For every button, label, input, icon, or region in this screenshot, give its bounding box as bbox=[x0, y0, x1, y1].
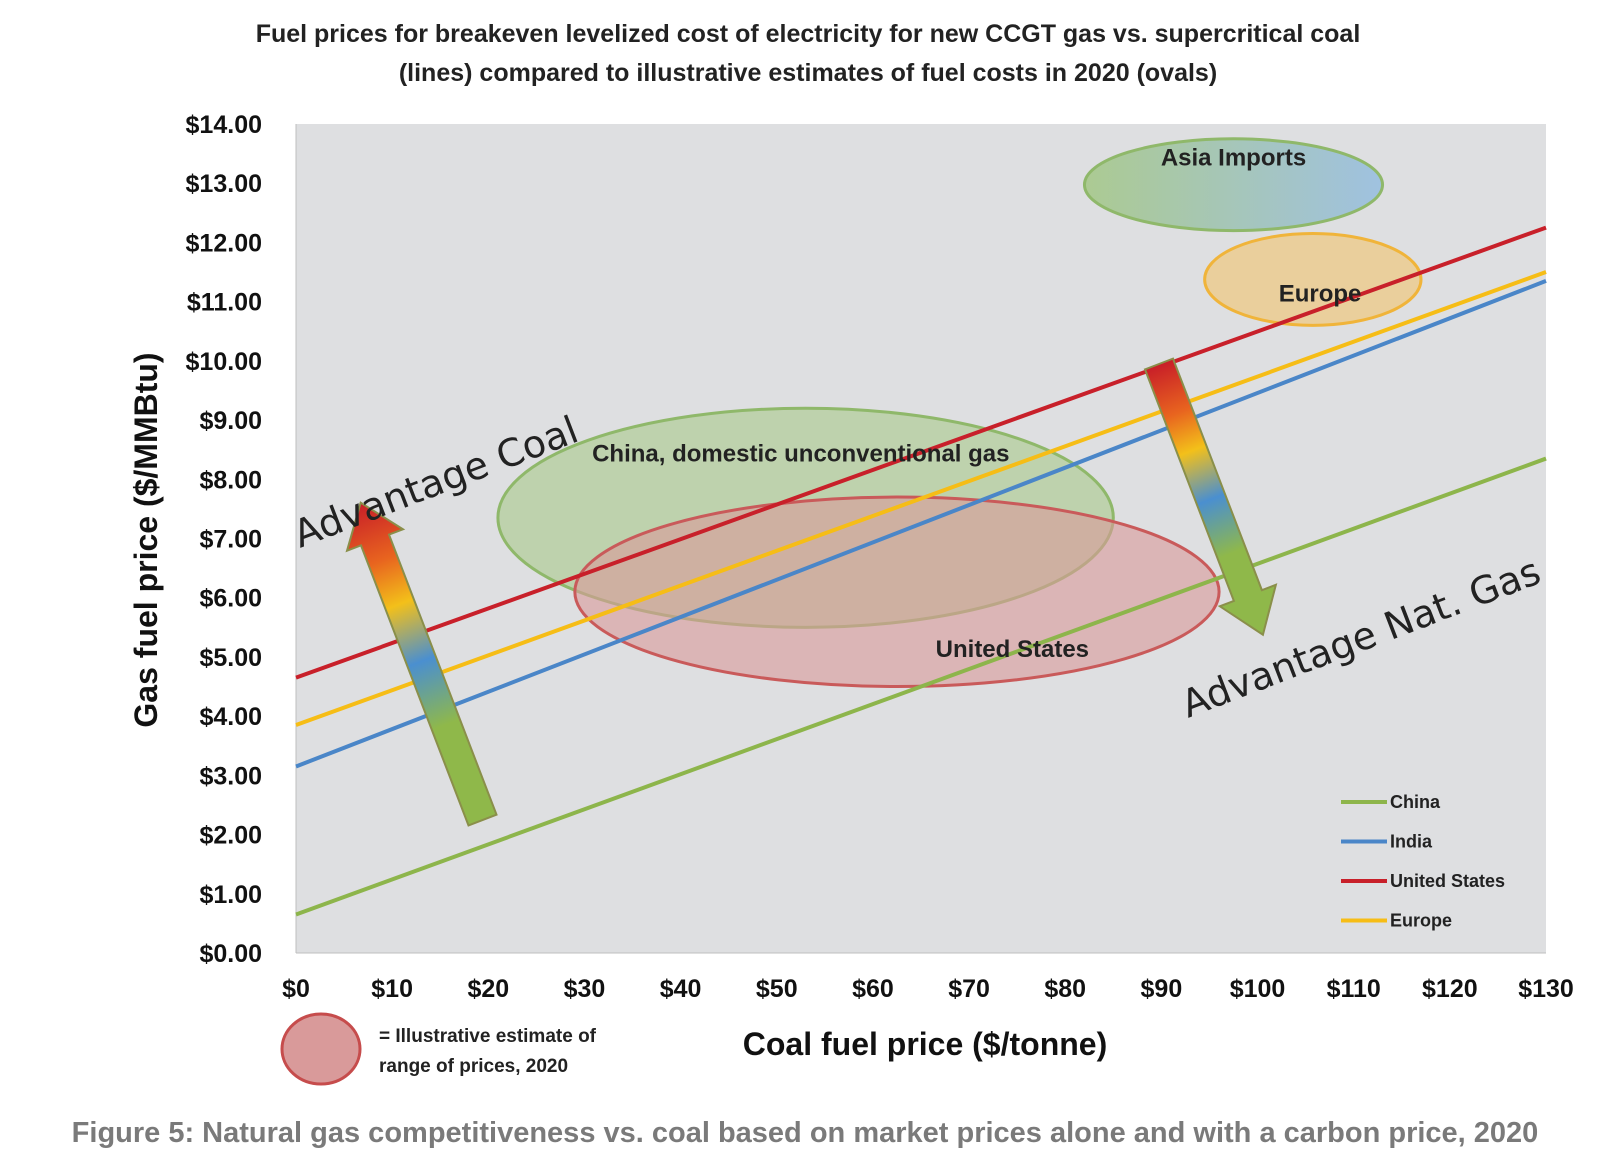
oval-label-asia-imports: Asia Imports bbox=[1161, 144, 1306, 171]
chart-subtitle: (lines) compared to illustrative estimat… bbox=[399, 59, 1217, 87]
series-line-china bbox=[295, 456, 1547, 917]
x-tick-label: $30 bbox=[564, 975, 606, 1003]
y-tick-label: $13.00 bbox=[186, 170, 262, 198]
oval-label-china-domestic-unconventional-gas: China, domestic unconventional gas bbox=[592, 441, 1009, 468]
oval-united-states bbox=[573, 495, 1221, 689]
chart-title: Fuel prices for breakeven levelized cost… bbox=[256, 20, 1361, 48]
x-tick-label: $0 bbox=[282, 975, 310, 1003]
y-tick-label: $9.00 bbox=[199, 407, 262, 435]
key-oval bbox=[280, 1012, 362, 1086]
legend-label-united-states: United States bbox=[1390, 871, 1505, 891]
legend-label-india: India bbox=[1390, 832, 1433, 852]
lines-layer bbox=[295, 225, 1547, 917]
key-text-line1: = Illustrative estimate of bbox=[379, 1026, 597, 1047]
y-tick-label: $14.00 bbox=[186, 111, 262, 139]
advantage-gas-arrow bbox=[1143, 357, 1278, 637]
series-line-india bbox=[295, 279, 1547, 769]
oval-label-europe: Europe bbox=[1279, 281, 1362, 308]
legend-label-china: China bbox=[1390, 792, 1441, 812]
y-tick-label: $11.00 bbox=[187, 289, 262, 317]
y-tick-label: $4.00 bbox=[199, 703, 262, 731]
legend: China India United States Europe bbox=[1341, 792, 1505, 931]
y-tick-label: $10.00 bbox=[186, 348, 262, 376]
x-ticks: $0 $10 $20 $30 $40 $50 $60 $70 $80 $90 $100 $110 $12… bbox=[282, 975, 1574, 1003]
y-tick-label: $1.00 bbox=[199, 881, 262, 909]
y-tick-label: $8.00 bbox=[199, 466, 262, 494]
oval-europe bbox=[1203, 232, 1423, 327]
x-tick-label: $40 bbox=[660, 975, 702, 1003]
x-tick-label: $130 bbox=[1518, 975, 1574, 1003]
x-axis-title: Coal fuel price ($/tonne) bbox=[743, 1026, 1107, 1062]
y-tick-label: $0.00 bbox=[199, 940, 262, 968]
x-tick-label: $20 bbox=[467, 975, 509, 1003]
x-tick-label: $70 bbox=[948, 975, 990, 1003]
key-text-line2: range of prices, 2020 bbox=[379, 1056, 568, 1077]
legend-label-europe: Europe bbox=[1390, 911, 1452, 931]
advantage-coal-arrow bbox=[345, 501, 498, 827]
x-tick-label: $60 bbox=[852, 975, 894, 1003]
x-tick-label: $120 bbox=[1422, 975, 1478, 1003]
x-tick-label: $100 bbox=[1230, 975, 1286, 1003]
y-axis-title: Gas fuel price ($/MMBtu) bbox=[128, 352, 164, 727]
figure-caption: Figure 5: Natural gas competitiveness vs… bbox=[72, 1117, 1539, 1149]
series-line-united-states bbox=[295, 225, 1547, 680]
y-tick-label: $3.00 bbox=[199, 762, 262, 790]
x-tick-label: $10 bbox=[371, 975, 413, 1003]
oval-labels-layer: Asia Imports Europe China, domestic unconv… bbox=[592, 144, 1361, 662]
x-tick-label: $110 bbox=[1327, 975, 1381, 1003]
x-tick-label: $90 bbox=[1141, 975, 1183, 1003]
x-tick-label: $50 bbox=[756, 975, 798, 1003]
y-tick-label: $12.00 bbox=[186, 229, 262, 257]
ovals-layer bbox=[496, 137, 1423, 689]
y-ticks: $0.00 $1.00 $2.00 $3.00 $4.00 $5.00 $6.00 $7.00… bbox=[186, 111, 262, 968]
series-line-europe bbox=[295, 270, 1547, 727]
y-tick-label: $6.00 bbox=[199, 585, 262, 613]
x-tick-label: $80 bbox=[1044, 975, 1086, 1003]
y-tick-label: $7.00 bbox=[199, 526, 262, 554]
oval-asia-imports bbox=[1082, 137, 1385, 233]
oval-label-united-states: United States bbox=[936, 636, 1089, 663]
y-tick-label: $2.00 bbox=[199, 822, 262, 850]
y-tick-label: $5.00 bbox=[199, 644, 262, 672]
